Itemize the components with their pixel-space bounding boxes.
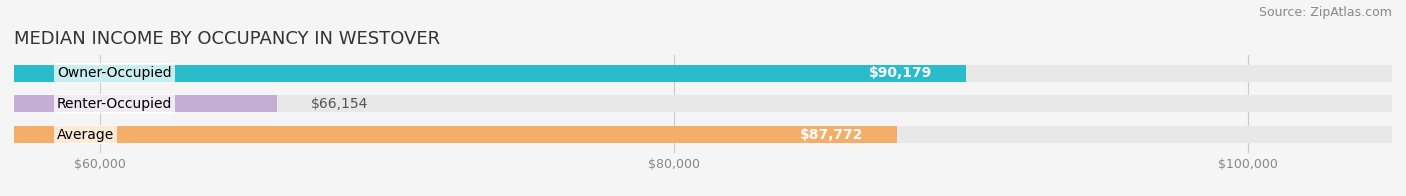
Bar	[14, 65, 1392, 82]
Bar	[14, 95, 277, 112]
Bar	[14, 126, 1392, 143]
Text: Average: Average	[58, 128, 114, 142]
Text: Source: ZipAtlas.com: Source: ZipAtlas.com	[1258, 6, 1392, 19]
Bar	[14, 65, 966, 82]
Text: $87,772: $87,772	[800, 128, 863, 142]
Text: MEDIAN INCOME BY OCCUPANCY IN WESTOVER: MEDIAN INCOME BY OCCUPANCY IN WESTOVER	[14, 30, 440, 48]
Text: Renter-Occupied: Renter-Occupied	[58, 97, 173, 111]
Bar	[14, 126, 897, 143]
Bar	[14, 95, 1392, 112]
Text: $90,179: $90,179	[869, 66, 932, 80]
Text: Owner-Occupied: Owner-Occupied	[58, 66, 172, 80]
Text: $66,154: $66,154	[311, 97, 368, 111]
